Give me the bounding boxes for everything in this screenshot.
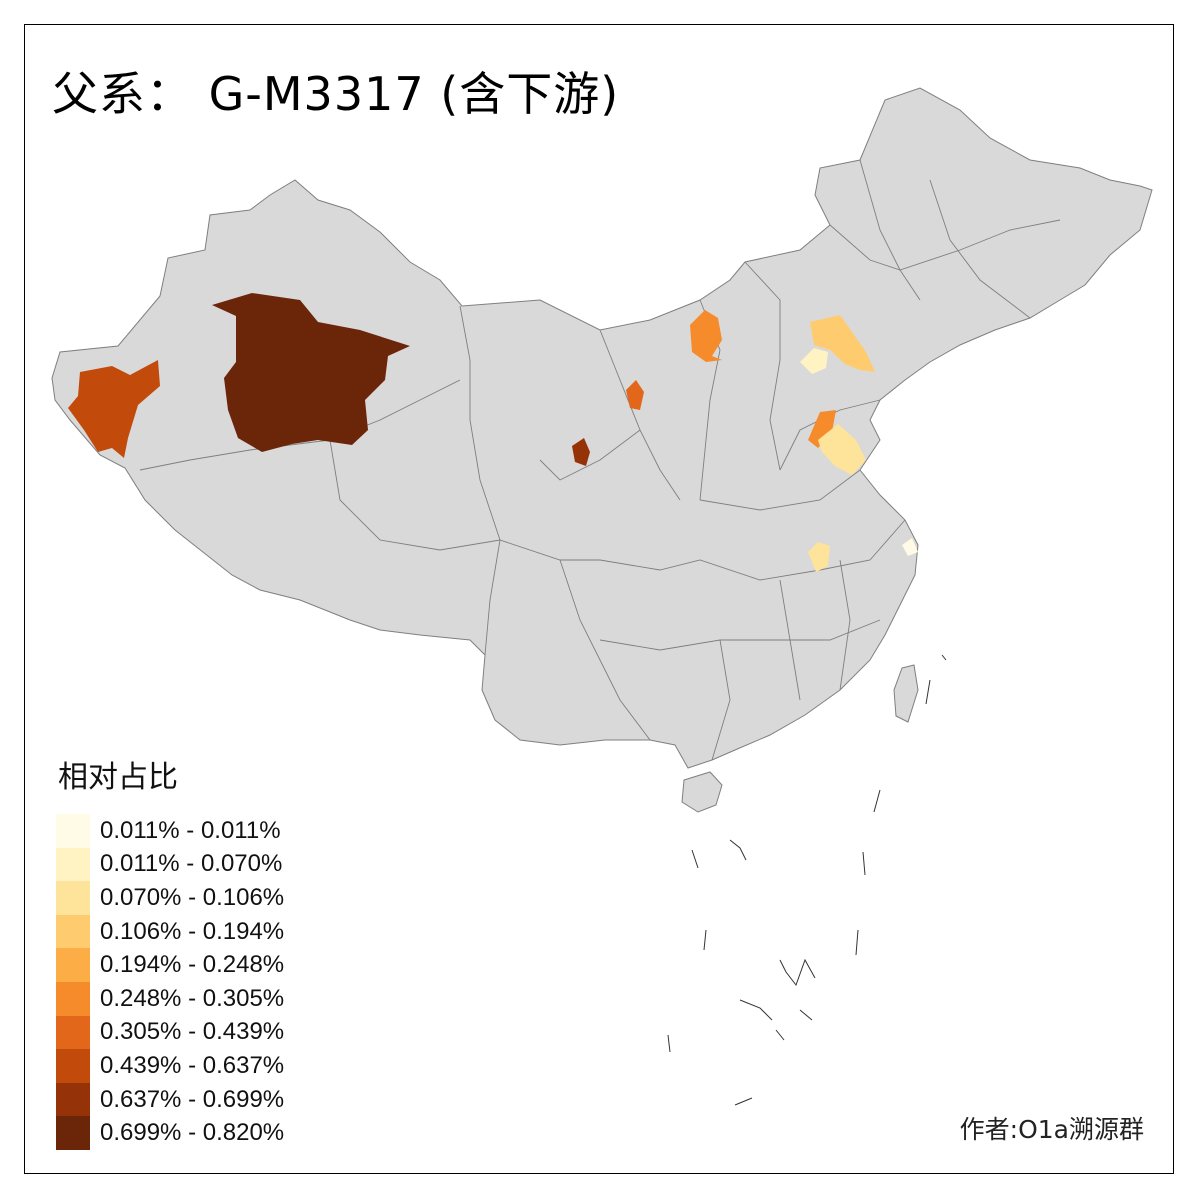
legend-item: 0.106% - 0.194% (56, 914, 285, 949)
legend-item: 0.070% - 0.106% (56, 881, 284, 915)
legend-swatch (56, 1049, 90, 1083)
legend-label: 0.637% - 0.699% (100, 1085, 285, 1113)
mainland-china (51, 87, 1153, 769)
region-chengde (810, 315, 875, 372)
taiwan-island (893, 664, 919, 723)
region-aksu (212, 293, 410, 452)
legend-label: 0.305% - 0.439% (100, 1018, 285, 1046)
legend-title: 相对占比 (58, 760, 178, 795)
legend-item: 0.248% - 0.305% (56, 981, 285, 1016)
author-credit: 作者:O1a溯源群 (959, 1115, 1144, 1144)
legend-label: 0.194% - 0.248% (100, 951, 285, 979)
legend-item: 0.305% - 0.439% (56, 1015, 285, 1050)
legend-swatch (56, 1116, 90, 1150)
region-yinchuan (626, 380, 644, 410)
region-shanghai (902, 538, 918, 556)
region-lanzhou (572, 438, 590, 466)
legend-label: 0.011% - 0.011% (100, 816, 281, 844)
legend-label: 0.248% - 0.305% (100, 984, 285, 1012)
region-anqing (808, 542, 830, 572)
legend-item: 0.011% - 0.011% (56, 814, 284, 848)
map-title: 父系： G-M3317 (含下游) (52, 67, 620, 121)
legend-label: 0.070% - 0.106% (100, 883, 285, 911)
legend-swatch (56, 948, 90, 982)
legend-label: 0.439% - 0.637% (100, 1051, 285, 1079)
legend-item: 0.637% - 0.699% (56, 1082, 285, 1117)
legend-item: 0.699% - 0.820% (56, 1116, 284, 1150)
legend-label: 0.106% - 0.194% (100, 917, 285, 945)
legend: 相对占比 0.011% - 0.011% 0.011% - 0.070% 0.0… (56, 752, 284, 1150)
legend-item: 0.194% - 0.248% (56, 948, 284, 982)
legend-swatch (56, 914, 90, 949)
hainan-island (681, 771, 723, 813)
legend-swatch (56, 1015, 90, 1050)
legend-swatch (56, 1082, 90, 1117)
south-sea-islands (667, 654, 947, 1106)
region-baotou (690, 310, 722, 362)
region-liaocheng (808, 410, 836, 448)
legend-swatch (56, 847, 90, 882)
region-zhangjiakou (800, 348, 828, 374)
region-kizilsu (68, 360, 160, 458)
legend-item: 0.011% - 0.070% (56, 847, 284, 882)
legend-item: 0.439% - 0.637% (56, 1049, 284, 1083)
legend-label: 0.011% - 0.070% (100, 850, 283, 878)
legend-swatch (56, 814, 90, 848)
legend-swatch (56, 981, 90, 1016)
region-jinan (818, 424, 866, 475)
legend-swatch (56, 881, 90, 915)
legend-label: 0.699% - 0.820% (100, 1119, 285, 1147)
